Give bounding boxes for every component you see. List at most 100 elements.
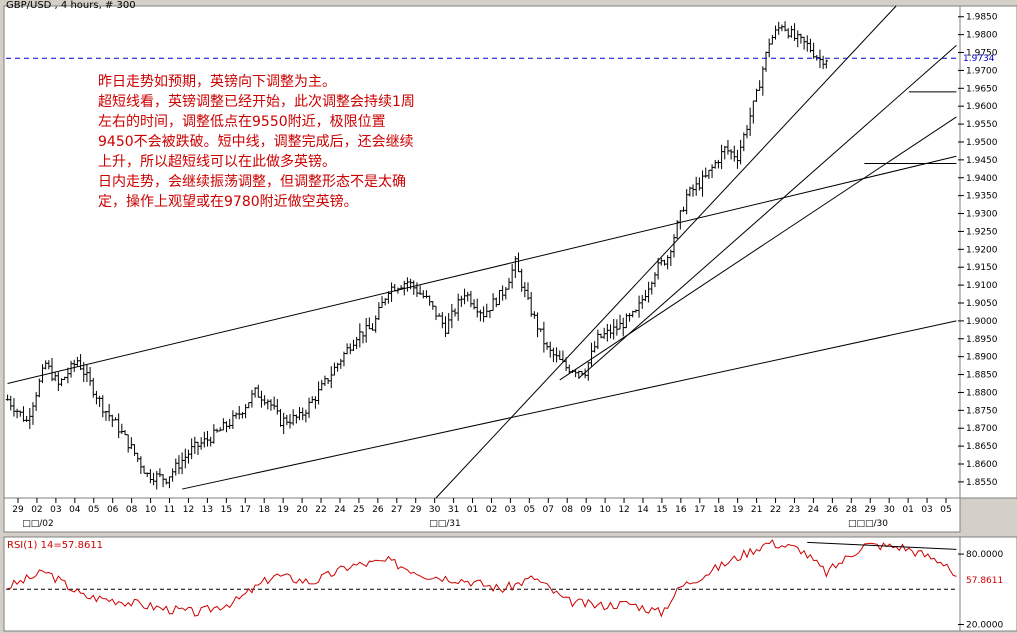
price-tick-label: 1.9200 <box>966 245 998 255</box>
date-tick-label: 08 <box>561 505 573 515</box>
trendline <box>435 5 897 499</box>
date-tick-label: 27 <box>391 505 402 515</box>
price-tick-label: 1.9750 <box>966 49 998 59</box>
date-tick-label: 10 <box>599 505 611 515</box>
price-tick-label: 1.9650 <box>966 84 998 94</box>
price-tick-label: 1.9300 <box>966 210 998 220</box>
month-label: □□/31 <box>429 519 461 529</box>
rsi-axis-area <box>959 536 1017 632</box>
date-tick-label: 29 <box>12 505 24 515</box>
date-tick-label: 09 <box>580 505 592 515</box>
price-tick-label: 1.8550 <box>966 478 998 488</box>
date-tick-label: 22 <box>770 505 781 515</box>
price-axis-area <box>959 5 1017 499</box>
date-tick-label: 02 <box>31 505 42 515</box>
date-tick-label: 24 <box>334 505 346 515</box>
price-tick-label: 1.8600 <box>966 460 998 470</box>
analysis-commentary: 昨日走势如预期，英镑向下调整为主。 超短线看，英镑调整已经开始，此次调整会持续1… <box>98 72 418 212</box>
rsi-tick-label: 20.0000 <box>966 620 1003 630</box>
price-tick-label: 1.9500 <box>966 138 998 148</box>
trendline <box>7 155 957 384</box>
date-tick-label: 03 <box>50 505 61 515</box>
price-tick-label: 1.9600 <box>966 102 998 112</box>
price-tick-label: 1.9250 <box>966 227 998 237</box>
date-tick-label: 05 <box>524 505 535 515</box>
price-tick-label: 1.9450 <box>966 156 998 166</box>
price-tick-label: 1.8750 <box>966 406 998 416</box>
date-tick-label: 30 <box>429 505 441 515</box>
date-tick-label: 19 <box>277 505 289 515</box>
date-tick-label: 08 <box>126 505 138 515</box>
date-axis-ticks: 29 02 03 04 05 06 08 10 11 12 13 15 17 18 19 20 22 24 25 26… <box>12 498 952 529</box>
rsi-line <box>7 539 957 618</box>
date-tick-label: 10 <box>145 505 157 515</box>
price-tick-label: 1.9700 <box>966 66 998 76</box>
date-tick-label: 12 <box>183 505 194 515</box>
trendlines <box>7 5 957 499</box>
date-tick-label: 24 <box>808 505 820 515</box>
date-axis-area <box>3 497 961 533</box>
price-tick-label: 1.9150 <box>966 263 998 273</box>
rsi-current-value: 57.8611 <box>966 576 1003 586</box>
rsi-trendline <box>807 541 957 550</box>
date-tick-label: 29 <box>410 505 422 515</box>
date-tick-label: 17 <box>240 505 251 515</box>
month-label: □□/02 <box>22 519 54 529</box>
date-tick-label: 05 <box>88 505 99 515</box>
price-tick-label: 1.8800 <box>966 388 998 398</box>
rsi-axis-ticks: 80.0000 20.0000 <box>958 550 1003 630</box>
date-tick-label: 07 <box>543 505 554 515</box>
date-tick-label: 15 <box>221 505 232 515</box>
date-tick-label: 29 <box>865 505 877 515</box>
date-tick-label: 03 <box>505 505 516 515</box>
date-tick-label: 03 <box>921 505 932 515</box>
chart-title: GBP/USD , 4 hours, # 300 <box>6 0 136 11</box>
rsi-title: RSI(1) 14=57.8611 <box>7 540 103 551</box>
rsi-chart: 80.0000 20.0000 RSI(1) 14=57.8611 57.8611 <box>3 536 1017 632</box>
date-tick-label: 25 <box>353 505 364 515</box>
date-tick-label: 13 <box>202 505 213 515</box>
date-tick-label: 22 <box>315 505 326 515</box>
date-tick-label: 14 <box>637 505 649 515</box>
date-tick-label: 16 <box>675 505 687 515</box>
date-tick-label: 01 <box>467 505 478 515</box>
date-tick-label: 18 <box>258 505 270 515</box>
date-tick-label: 26 <box>372 505 384 515</box>
date-tick-label: 18 <box>713 505 725 515</box>
date-tick-label: 02 <box>486 505 497 515</box>
commentary-line-3: 日内走势，会继续振荡调整，但调整形态不是太确定，操作上观望或在9780附近做空英… <box>98 174 406 210</box>
month-label: □□□/30 <box>848 519 888 529</box>
date-tick-label: 30 <box>883 505 895 515</box>
date-tick-label: 17 <box>694 505 705 515</box>
ohlc-bars <box>5 21 829 490</box>
date-tick-label: 31 <box>448 505 459 515</box>
trendline <box>578 44 957 379</box>
price-tick-label: 1.9050 <box>966 299 998 309</box>
price-tick-label: 1.9550 <box>966 120 998 130</box>
date-tick-label: 21 <box>751 505 762 515</box>
price-tick-label: 1.8850 <box>966 371 998 381</box>
date-tick-label: 11 <box>164 505 175 515</box>
date-tick-label: 19 <box>732 505 744 515</box>
date-tick-label: 20 <box>296 505 308 515</box>
price-tick-label: 1.9800 <box>966 31 998 41</box>
price-axis-ticks: 1.9850 1.9800 1.9750 1.9700 1.9650 1.9600 1.95… <box>958 13 998 488</box>
commentary-line-1: 昨日走势如预期，英镑向下调整为主。 <box>98 74 336 90</box>
date-tick-label: 26 <box>827 505 839 515</box>
price-tick-label: 1.8650 <box>966 442 998 452</box>
price-chart: 1.9850 1.9800 1.9750 1.9700 1.9650 1.9600 1.95… <box>3 5 1017 533</box>
price-tick-label: 1.8950 <box>966 335 998 345</box>
price-tick-label: 1.9400 <box>966 174 998 184</box>
commentary-line-2: 超短线看，英镑调整已经开始，此次调整会持续1周左右的时间，调整低点在9550附近… <box>98 94 415 170</box>
rsi-tick-label: 80.0000 <box>966 550 1003 560</box>
price-plot-area <box>3 5 961 499</box>
current-price-label: 1.9734 <box>963 54 995 64</box>
price-tick-label: 1.8700 <box>966 424 998 434</box>
date-tick-label: 15 <box>656 505 667 515</box>
price-tick-label: 1.9350 <box>966 192 998 202</box>
ohlc-bar <box>824 59 829 69</box>
price-tick-label: 1.9850 <box>966 13 998 23</box>
date-tick-label: 04 <box>69 505 81 515</box>
date-tick-label: 12 <box>618 505 629 515</box>
price-tick-label: 1.8900 <box>966 353 998 363</box>
